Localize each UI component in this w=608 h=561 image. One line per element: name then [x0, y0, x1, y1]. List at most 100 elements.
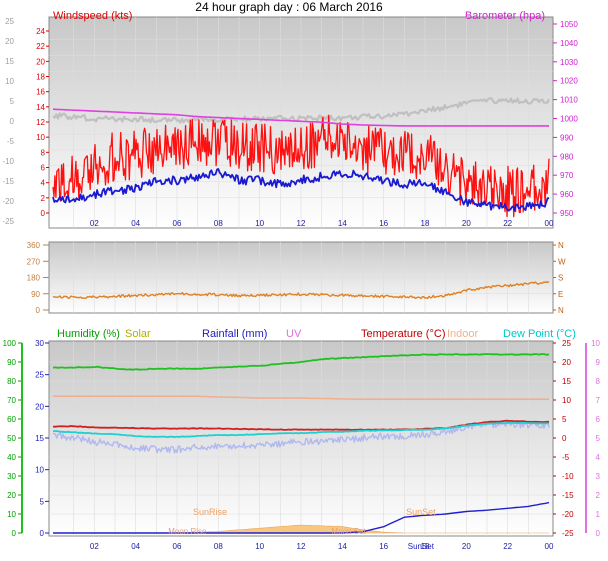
rainfall-tick-label: 20: [35, 402, 44, 411]
humidity-tick-label: 20: [7, 491, 16, 500]
uv-tick-label: 0: [596, 529, 601, 538]
moonrise-label: Moon Rise: [168, 527, 207, 536]
uv-tick-label: 7: [596, 396, 601, 405]
windspeed-tick-label: 6: [41, 164, 46, 173]
temperature-tick-label: 20: [562, 358, 571, 367]
x-tick-label: 16: [379, 542, 388, 551]
temperature-tick-label: -25: [562, 529, 574, 538]
humidity-tick-label: 0: [12, 529, 17, 538]
sunset-label: SunSet: [406, 507, 436, 517]
windspeed-tick-label: 20: [36, 57, 45, 66]
direction-degree-label: 90: [31, 290, 40, 299]
dew-point-legend: Dew Point (°C): [503, 328, 576, 340]
direction-degree-label: 180: [27, 274, 41, 283]
wind-panel: Windspeed (kts) Barometer (hpa) 24222018…: [2, 10, 578, 229]
uv-tick-label: 2: [596, 491, 601, 500]
windspeed-tick-label: 14: [36, 103, 45, 112]
humidity-tick-label: 10: [7, 510, 16, 519]
x-tick-label: 10: [255, 542, 264, 551]
temperature-line: [52, 419, 549, 431]
dew-point-line: [52, 421, 550, 439]
direction-series: [49, 242, 553, 313]
hi-speed-tick-label: 20: [5, 37, 14, 46]
sunset-axis-label: SunSet: [408, 542, 435, 551]
compass-point-label: W: [558, 257, 566, 266]
windspeed-axis-title: Windspeed (kts): [53, 10, 132, 22]
windspeed-tick-label: 12: [36, 118, 45, 127]
windspeed-tick-label: 2: [41, 194, 46, 203]
uv-tick-label: 9: [596, 358, 601, 367]
rainfall-legend: Rainfall (mm): [202, 328, 267, 340]
uv-tick-label: 4: [596, 453, 601, 462]
temperature-tick-label: -20: [562, 510, 574, 519]
compass-point-label: N: [558, 241, 564, 250]
hi-speed-tick-label: -20: [2, 197, 14, 206]
temperature-tick-label: -5: [562, 453, 570, 462]
barometer-tick-label: 1010: [560, 96, 578, 105]
barometer-tick-label: 980: [560, 152, 574, 161]
temperature-panel: Humidity (%) Solar Rainfall (mm) UV Temp…: [3, 328, 601, 551]
uv-tick-label: 6: [596, 415, 601, 424]
rainfall-tick-label: 25: [35, 371, 44, 380]
hi-speed-tick-label: 25: [5, 17, 14, 26]
hi-speed-tick-label: -5: [7, 137, 15, 146]
barometer-tick-label: 970: [560, 171, 574, 180]
indoor-legend: Indoor: [447, 328, 479, 340]
temperature-tick-label: 25: [562, 339, 571, 348]
sunrise-label: SunRise: [193, 507, 227, 517]
wind-direction-line: [52, 280, 550, 300]
hi-speed-ticks: 25 20 15 10 5 0 -5 -10 -15 -20 -25: [2, 17, 14, 226]
direction-degree-label: 360: [27, 241, 41, 250]
windspeed-line: [52, 168, 550, 212]
direction-degree-ticks: 360 270 180 90 0: [27, 241, 49, 315]
uv-tick-label: 1: [596, 510, 601, 519]
temperature-tick-label: -15: [562, 491, 574, 500]
x-tick-label: 20: [462, 542, 471, 551]
barometer-tick-label: 1000: [560, 115, 578, 124]
temperature-tick-label: 0: [562, 434, 567, 443]
humidity-tick-label: 90: [7, 358, 16, 367]
x-tick-label: 18: [421, 542, 430, 551]
temperature-tick-label: 15: [562, 377, 571, 386]
rainfall-tick-label: 15: [35, 434, 44, 443]
temperature-tick-label: 5: [562, 415, 567, 424]
rainfall-ticks: 30 25 20 15 10 5 0: [35, 339, 49, 538]
barometer-axis-title: Barometer (hpa): [465, 10, 545, 22]
x-tick-label: 06: [173, 542, 182, 551]
barometer-line: [52, 108, 549, 127]
humidity-tick-label: 40: [7, 453, 16, 462]
x-tick-label: 02: [90, 542, 99, 551]
temperature-panel-series: [49, 341, 553, 536]
moonset-label: Moon Set: [331, 527, 366, 536]
x-tick-label: 08: [214, 542, 223, 551]
compass-point-label: N: [558, 306, 564, 315]
windspeed-tick-label: 4: [41, 179, 46, 188]
barometer-ticks: 1050 1040 1030 1020 1010 1000 990 980 970 960 950: [553, 20, 578, 218]
humidity-line: [52, 353, 550, 371]
rainfall-tick-label: 10: [35, 466, 44, 475]
hi-speed-tick-label: 15: [5, 57, 14, 66]
windspeed-tick-label: 18: [36, 73, 45, 82]
temperature-tick-label: 10: [562, 396, 571, 405]
humidity-tick-label: 60: [7, 415, 16, 424]
uv-tick-label: 10: [591, 339, 600, 348]
gust-line: [52, 114, 550, 218]
barometer-tick-label: 950: [560, 209, 574, 218]
compass-point-label: S: [558, 274, 563, 283]
humidity-tick-label: 80: [7, 377, 16, 386]
barometer-tick-label: 1050: [560, 20, 578, 29]
barometer-tick-label: 960: [560, 190, 574, 199]
uv-tick-label: 3: [596, 472, 601, 481]
direction-degree-label: 0: [36, 306, 41, 315]
windspeed-tick-label: 16: [36, 88, 45, 97]
windspeed-tick-label: 10: [36, 133, 45, 142]
rainfall-tick-label: 5: [40, 497, 45, 506]
x-tick-label: 00: [545, 219, 554, 228]
page-title: 24 hour graph day : 06 March 2016: [195, 0, 383, 14]
hi-speed-tick-label: 5: [10, 97, 15, 106]
temperature-ticks: 25 20 15 10 5 0 -5 -10 -15 -20 -25: [553, 339, 574, 538]
